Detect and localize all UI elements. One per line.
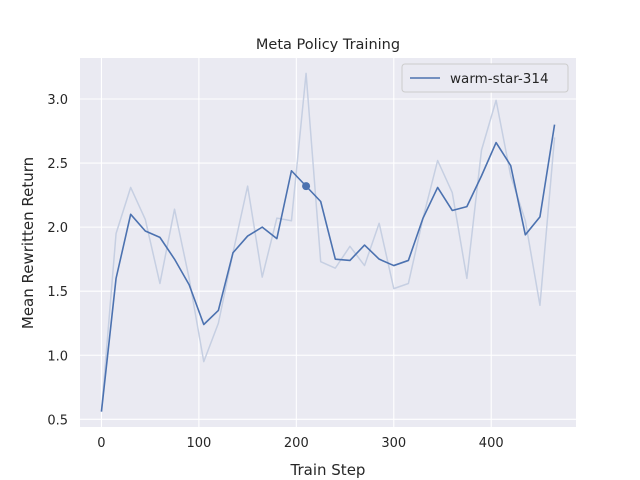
x-tick-label: 0 (97, 436, 105, 451)
series-lines (100, 72, 556, 412)
x-tick-labels: 0 100 200 300 400 (97, 436, 503, 451)
x-tick-label: 200 (284, 436, 309, 451)
y-tick-label: 1.5 (47, 285, 68, 300)
y-tick-label: 2.5 (47, 157, 68, 172)
plot-area (80, 58, 576, 427)
raw-series-line (100, 72, 556, 412)
legend-box (401, 63, 569, 93)
legend: warm-star-314 (401, 63, 569, 93)
x-tick-label: 400 (479, 436, 504, 451)
smoothed-series-line (100, 124, 556, 412)
y-tick-label: 3.0 (47, 93, 68, 108)
y-tick-label: 1.0 (47, 349, 68, 364)
x-axis-label: Train Step (290, 461, 366, 479)
y-axis-label: Mean Rewritten Return (19, 157, 37, 329)
y-tick-label: 2.0 (47, 221, 68, 236)
x-tick-label: 100 (186, 436, 211, 451)
legend-label: warm-star-314 (450, 71, 549, 87)
chart-title: Meta Policy Training (256, 37, 400, 53)
x-tick-label: 300 (381, 436, 406, 451)
highlight-point (302, 182, 311, 191)
y-tick-labels: 0.5 1.0 1.5 2.0 2.5 3.0 (47, 93, 68, 428)
y-tick-label: 0.5 (47, 413, 68, 428)
